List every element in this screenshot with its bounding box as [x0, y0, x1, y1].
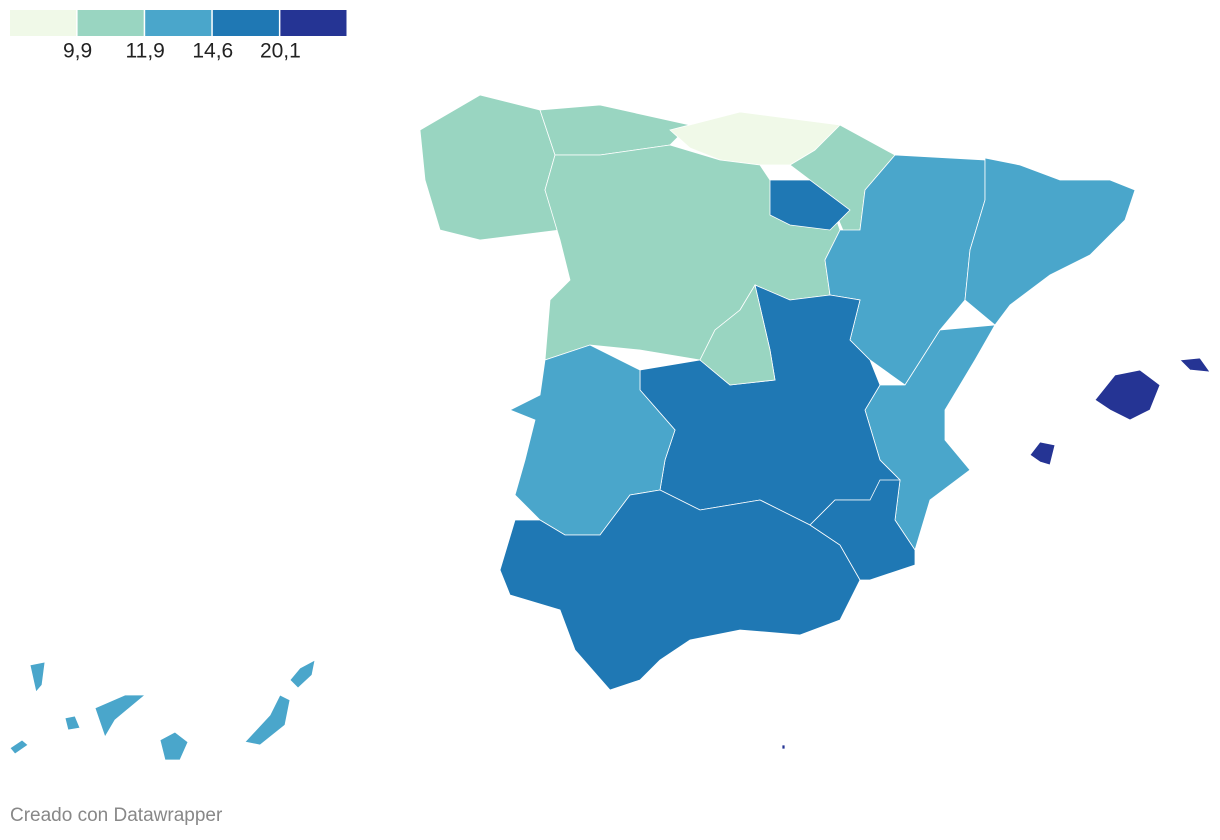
region: [769, 179, 851, 231]
legend-tick-label: 11,9: [126, 40, 165, 63]
region: [809, 479, 916, 581]
region: [94, 694, 147, 738]
region: [244, 694, 291, 746]
legend-tick-label: 9,9: [63, 40, 92, 63]
region: [964, 157, 1136, 326]
legend-tick-label: 14,6: [192, 40, 233, 63]
legend-swatch: [77, 10, 144, 36]
legend-swatch: [10, 10, 77, 36]
region: [1179, 357, 1211, 373]
region: [699, 283, 776, 386]
footer: Creado con Datawrapper: [10, 805, 223, 826]
regions: [9, 94, 1211, 761]
legend: 9,9 11,9 14,6 20,1: [10, 10, 347, 63]
region: [9, 739, 29, 755]
legend-swatch: [145, 10, 212, 36]
region: [64, 715, 81, 731]
region: [1029, 441, 1056, 466]
region: [1094, 369, 1161, 421]
region: [781, 744, 786, 750]
legend-tick-label: 20,1: [260, 40, 301, 63]
legend-swatch: [212, 10, 279, 36]
region: [289, 659, 316, 689]
legend-swatch: [280, 10, 347, 36]
region: [29, 661, 46, 693]
region: [499, 489, 861, 691]
region: [159, 731, 189, 761]
region: [419, 94, 561, 241]
